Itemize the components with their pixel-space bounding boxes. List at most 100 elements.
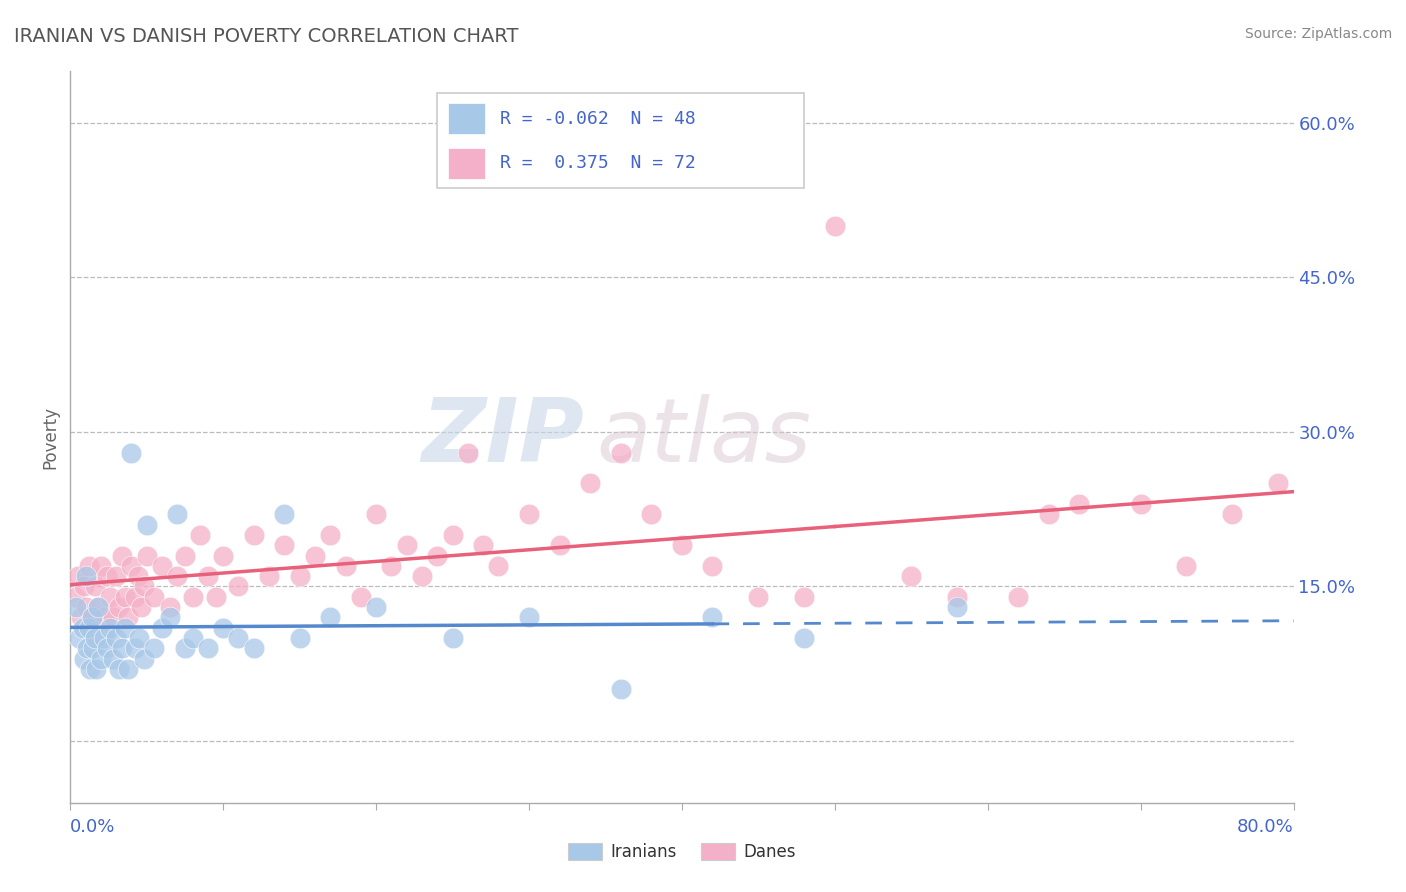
Point bbox=[793, 631, 815, 645]
Point bbox=[900, 569, 922, 583]
Point bbox=[105, 569, 128, 583]
Y-axis label: Poverty: Poverty bbox=[41, 406, 59, 468]
Point bbox=[366, 600, 388, 615]
Point bbox=[793, 590, 815, 604]
Point bbox=[288, 631, 311, 645]
Point bbox=[273, 508, 295, 522]
Point bbox=[72, 621, 94, 635]
Point bbox=[111, 641, 134, 656]
Point bbox=[228, 631, 250, 645]
Point bbox=[380, 558, 402, 573]
Point bbox=[197, 569, 219, 583]
Point bbox=[212, 621, 235, 635]
Point bbox=[166, 569, 188, 583]
Point bbox=[1267, 476, 1289, 491]
Point bbox=[395, 538, 418, 552]
Point bbox=[159, 600, 181, 615]
Point bbox=[117, 662, 139, 676]
Point bbox=[197, 641, 219, 656]
Point bbox=[128, 631, 150, 645]
Point bbox=[143, 590, 166, 604]
Point bbox=[204, 590, 226, 604]
Point bbox=[79, 662, 101, 676]
Point bbox=[135, 517, 157, 532]
Point bbox=[228, 579, 250, 593]
Point bbox=[117, 610, 139, 624]
Point bbox=[488, 558, 510, 573]
Point bbox=[127, 569, 149, 583]
Point bbox=[96, 641, 118, 656]
Point bbox=[143, 641, 166, 656]
Point bbox=[80, 610, 103, 624]
Point bbox=[80, 610, 103, 624]
Point bbox=[93, 631, 115, 645]
Point bbox=[77, 558, 100, 573]
Point bbox=[84, 662, 107, 676]
Point bbox=[1220, 508, 1243, 522]
Point bbox=[174, 641, 197, 656]
Point bbox=[132, 579, 155, 593]
Point bbox=[114, 590, 136, 604]
Legend: Iranians, Danes: Iranians, Danes bbox=[561, 836, 803, 868]
Point bbox=[257, 569, 280, 583]
Point bbox=[111, 549, 134, 563]
Point bbox=[366, 508, 388, 522]
Point bbox=[1007, 590, 1029, 604]
Point bbox=[90, 651, 112, 665]
Point bbox=[946, 600, 969, 615]
Point bbox=[98, 621, 121, 635]
Point bbox=[101, 651, 124, 665]
Point bbox=[273, 538, 295, 552]
Point bbox=[181, 631, 204, 645]
Point bbox=[747, 590, 769, 604]
Point bbox=[124, 590, 146, 604]
Text: 80.0%: 80.0% bbox=[1237, 818, 1294, 837]
Point bbox=[75, 569, 97, 583]
Point bbox=[426, 549, 449, 563]
Point bbox=[70, 610, 93, 624]
Text: ZIP: ZIP bbox=[422, 393, 583, 481]
Point bbox=[101, 610, 124, 624]
Point bbox=[135, 549, 157, 563]
Text: atlas: atlas bbox=[596, 394, 811, 480]
Text: 0.0%: 0.0% bbox=[70, 818, 115, 837]
Point bbox=[166, 508, 188, 522]
Point bbox=[114, 621, 136, 635]
Point bbox=[702, 558, 724, 573]
Point bbox=[124, 641, 146, 656]
Point bbox=[640, 508, 662, 522]
Point bbox=[174, 549, 197, 563]
Point bbox=[1129, 497, 1152, 511]
Point bbox=[121, 558, 143, 573]
Point bbox=[87, 600, 110, 615]
Point bbox=[411, 569, 433, 583]
Point bbox=[121, 445, 143, 459]
Point bbox=[319, 610, 342, 624]
Point bbox=[69, 631, 91, 645]
Point bbox=[181, 590, 204, 604]
Point bbox=[129, 600, 152, 615]
Point bbox=[1038, 508, 1060, 522]
Point bbox=[212, 549, 235, 563]
Point bbox=[350, 590, 373, 604]
Point bbox=[90, 558, 112, 573]
Point bbox=[824, 219, 846, 233]
Point bbox=[82, 641, 104, 656]
Text: IRANIAN VS DANISH POVERTY CORRELATION CHART: IRANIAN VS DANISH POVERTY CORRELATION CH… bbox=[14, 27, 519, 45]
Point bbox=[517, 610, 540, 624]
Point bbox=[472, 538, 495, 552]
Point bbox=[83, 579, 105, 593]
Point bbox=[441, 528, 464, 542]
Point bbox=[105, 631, 128, 645]
Point bbox=[579, 476, 602, 491]
Point bbox=[77, 621, 100, 635]
Point bbox=[702, 610, 724, 624]
Point bbox=[335, 558, 357, 573]
Point bbox=[548, 538, 571, 552]
Point bbox=[108, 662, 131, 676]
Point bbox=[188, 528, 211, 542]
Point bbox=[108, 600, 131, 615]
Point bbox=[671, 538, 693, 552]
Point bbox=[83, 631, 105, 645]
Point bbox=[65, 600, 87, 615]
